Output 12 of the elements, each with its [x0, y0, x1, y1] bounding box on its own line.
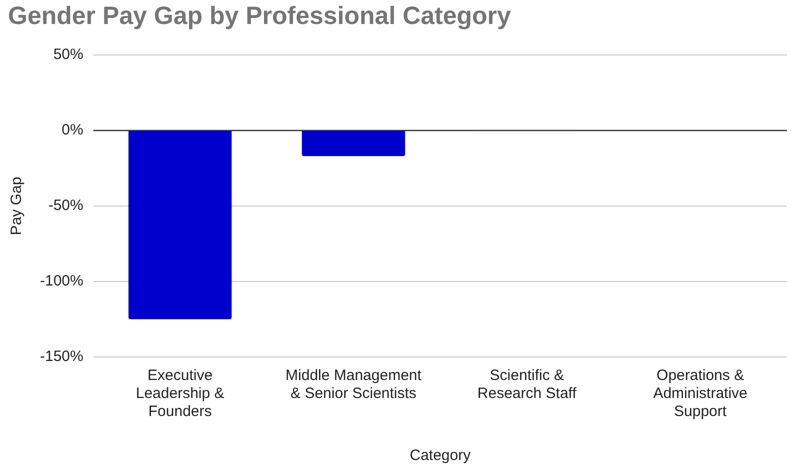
x-tick-label: Executive Leadership & Founders — [136, 367, 224, 420]
x-axis-title: Category — [410, 447, 472, 464]
x-tick-label: Operations & Administrative Support — [653, 367, 748, 420]
x-tick-label: Middle Management & Senior Scientists — [286, 367, 422, 402]
y-tick-label: 50% — [53, 46, 84, 64]
y-tick-label: -50% — [48, 197, 84, 214]
y-tick-label: -150% — [40, 348, 84, 366]
y-tick-label: -100% — [40, 272, 84, 290]
y-axis-title: Pay Gap — [8, 176, 26, 236]
chart-title: Gender Pay Gap by Professional Category — [8, 2, 511, 31]
x-tick-label: Scientific & Research Staff — [477, 367, 578, 402]
y-tick-label: 0% — [62, 122, 84, 139]
